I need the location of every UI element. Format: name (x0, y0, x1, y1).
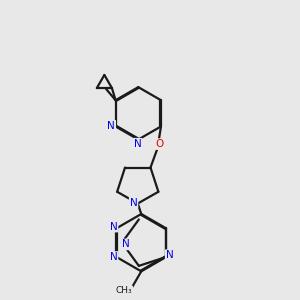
Text: N: N (130, 198, 137, 208)
Text: CH₃: CH₃ (116, 286, 132, 295)
Text: O: O (155, 139, 164, 149)
Text: N: N (107, 121, 115, 131)
Text: N: N (166, 250, 173, 260)
Text: N: N (110, 222, 118, 232)
Text: N: N (122, 239, 129, 249)
Text: N: N (134, 139, 141, 149)
Text: N: N (110, 252, 118, 262)
